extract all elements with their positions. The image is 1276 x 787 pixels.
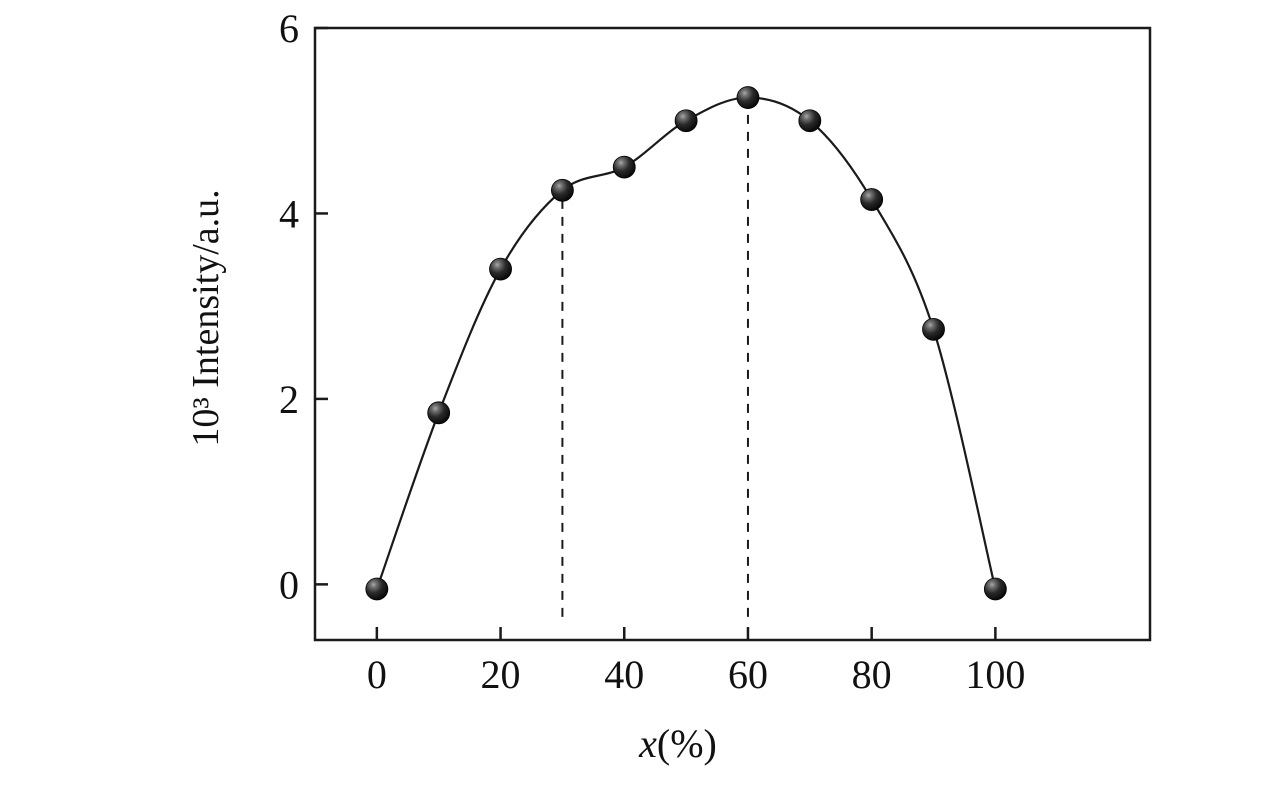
x-tick-label: 100 — [965, 652, 1025, 697]
plot-area: 0 20 40 60 80 100 0 2 4 6 — [279, 6, 1152, 697]
y-tick-label: 6 — [279, 6, 299, 51]
data-point — [736, 86, 760, 109]
x-tick-label: 40 — [604, 652, 644, 697]
data-point — [798, 109, 822, 133]
x-axis-label: x(%) — [638, 721, 717, 766]
y-tick-label: 0 — [279, 562, 299, 607]
data-point — [612, 155, 636, 179]
x-axis-label-variable: x — [638, 721, 657, 766]
data-point — [983, 577, 1007, 601]
data-point — [860, 188, 884, 211]
x-tick-label: 0 — [367, 652, 387, 697]
data-point — [489, 257, 512, 281]
x-axis-label-unit: (%) — [657, 721, 717, 766]
x-tick-label: 80 — [852, 652, 892, 697]
y-tick-label: 2 — [279, 377, 299, 422]
x-tick-label: 20 — [481, 652, 521, 697]
plot-frame — [313, 26, 1152, 642]
data-curve — [375, 96, 997, 590]
y-axis-label: 10³ Intensity/a.u. — [185, 189, 227, 446]
data-point — [427, 401, 451, 425]
data-point — [674, 109, 698, 133]
data-point — [365, 577, 389, 601]
x-tick-label: 60 — [728, 652, 768, 697]
y-tick-label: 4 — [279, 191, 299, 236]
data-point — [551, 178, 574, 202]
data-point — [922, 317, 945, 341]
